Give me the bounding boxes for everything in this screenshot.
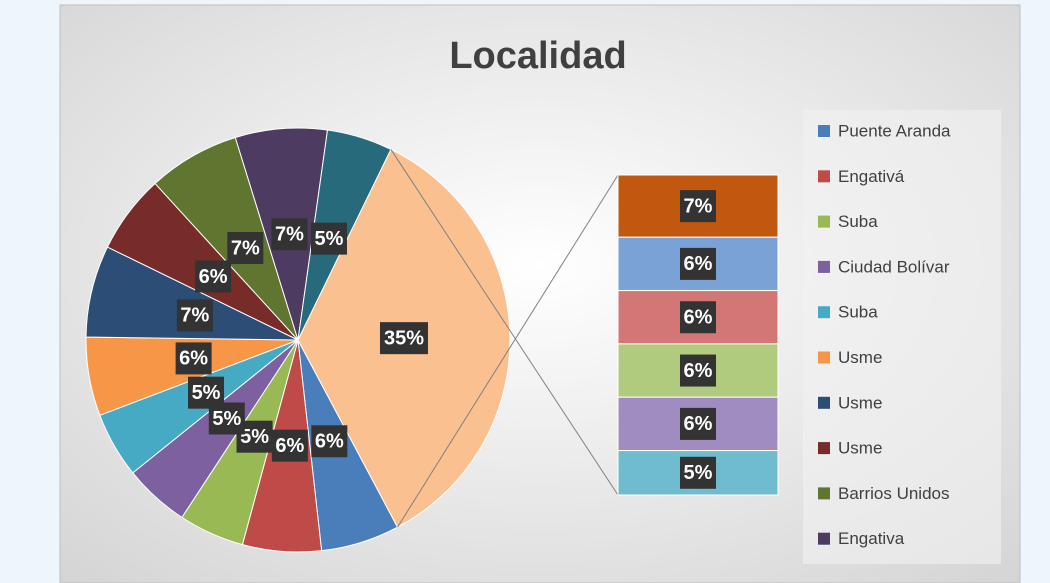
data-label: 7% [275,224,304,246]
data-label-box [188,376,225,409]
data-label: 5% [212,408,241,430]
legend-label: Barrios Unidos [838,484,950,503]
data-label-box [227,232,264,265]
legend-swatch [818,396,830,409]
legend-swatch [818,260,830,273]
data-label-box [271,429,308,462]
data-label: 5% [684,462,713,484]
data-label-box [379,322,428,355]
legend-label: Usme [838,393,882,412]
data-label-box [680,456,716,489]
legend-label: Suba [838,212,878,231]
data-label-box [680,354,716,387]
data-label: 7% [180,305,209,327]
data-label-box [680,247,716,280]
chart-title: Localidad [449,35,626,77]
data-label: 5% [240,426,269,448]
legend-label: Usme [838,348,882,367]
data-label-box [176,299,213,332]
legend-swatch [818,532,830,545]
data-label: 6% [684,360,713,382]
legend-box [803,110,1001,564]
data-label-box [680,190,716,223]
data-label: 6% [684,253,713,275]
bar-segment [617,343,779,398]
data-label-box [310,222,347,255]
connector-line [397,174,619,528]
data-label: 6% [199,266,228,288]
connector-line [390,149,619,496]
data-label: 35% [384,327,424,349]
data-label-box [680,407,716,440]
legend-swatch [818,487,830,500]
legend-swatch [818,306,830,319]
legend-label: Puente Aranda [838,121,951,140]
data-label: 6% [684,413,713,435]
data-label: 6% [179,348,208,370]
data-label: 6% [275,435,304,457]
legend-swatch [818,351,830,364]
legend-swatch [818,125,830,137]
legend-label: Ciudad Bolívar [838,257,950,276]
data-label-box [195,260,232,293]
data-label-box [311,425,348,458]
legend-swatch [818,170,830,183]
data-label: 5% [315,228,344,250]
data-label: 6% [684,307,713,329]
legend-label: Usme [838,439,882,458]
data-label-box [175,342,212,375]
data-label-box [680,301,716,334]
legend-swatch [818,442,830,455]
legend-label: Engativá [838,167,905,186]
data-label: 6% [315,431,344,453]
data-label-box [271,218,308,251]
data-label: 7% [231,237,260,259]
data-label: 7% [684,195,713,217]
legend-swatch [818,215,830,228]
data-label: 5% [192,382,221,404]
legend-label: Engativa [838,529,905,548]
legend-label: Suba [838,303,878,322]
